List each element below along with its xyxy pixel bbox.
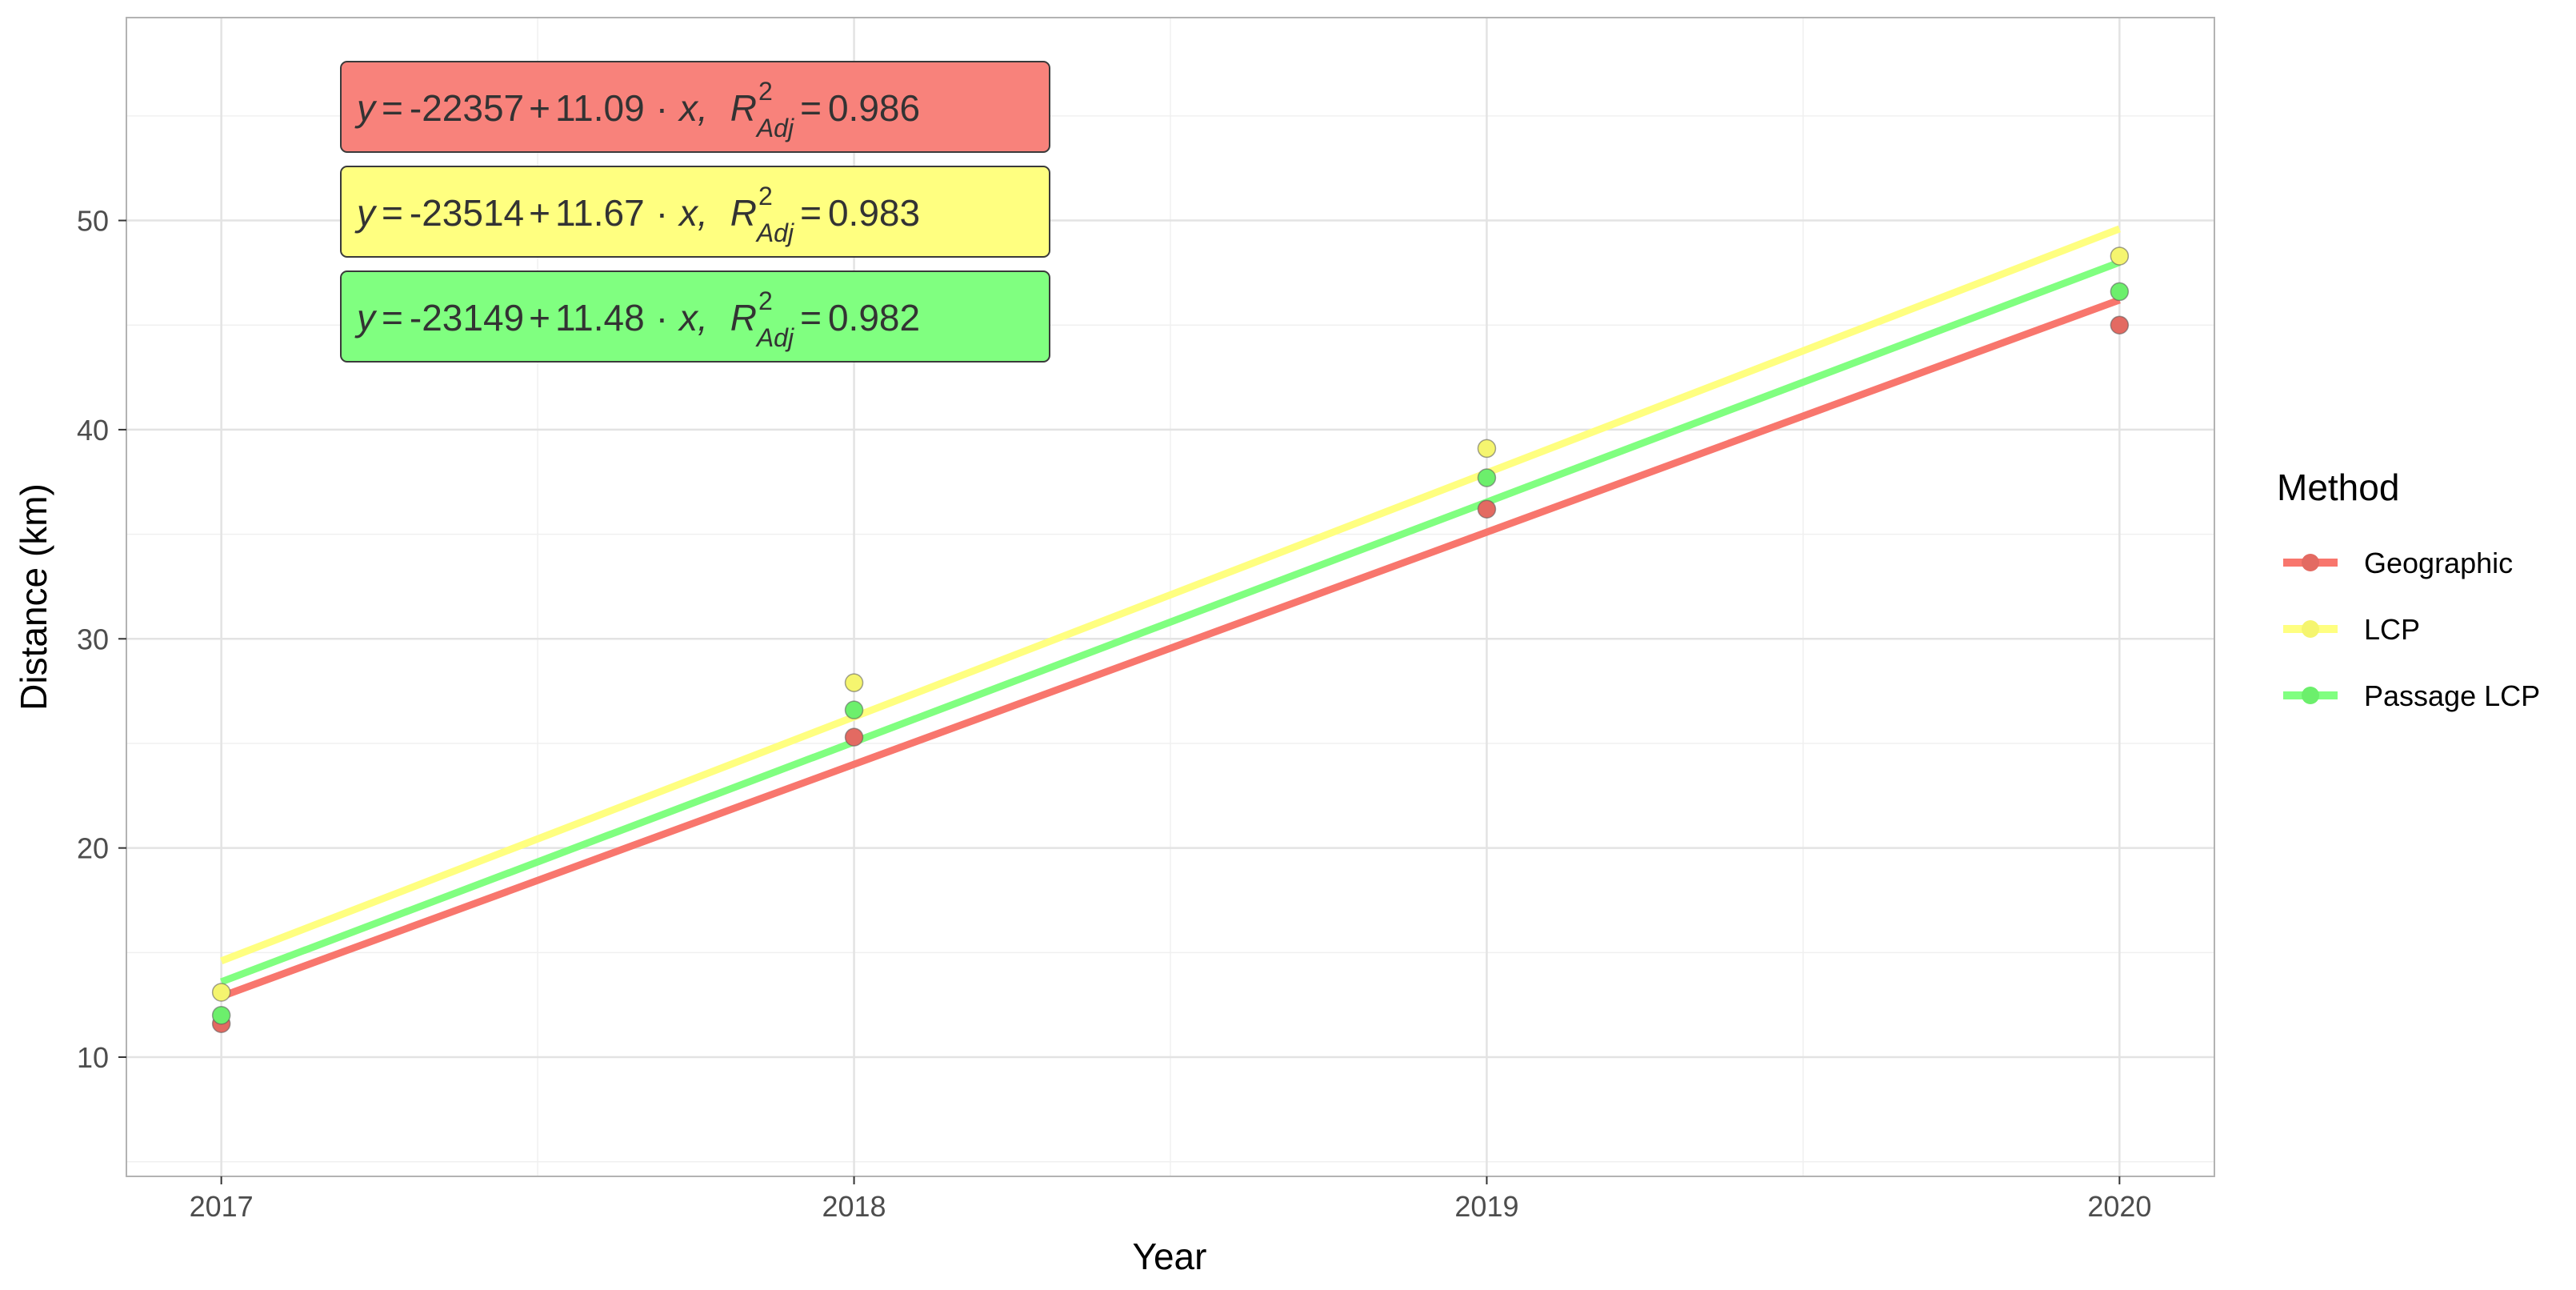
x-axis-title: Year [1133,1236,1207,1277]
legend-dot-geographic [2302,554,2319,571]
data-point-geographic [2110,315,2130,335]
equation-label-passage-lcp: y = -23149 +11.48 · x, R2 Adj = 0.982 [340,270,1050,363]
equation-box [340,270,1050,363]
data-point-passage-lcp [844,700,864,719]
data-point-passage-lcp [211,1005,231,1025]
y-tick-label: 20 [77,832,109,865]
data-point-lcp [844,673,864,692]
y-tick-label: 50 [77,205,109,238]
equation-label-geographic: y = -22357 +11.09 · x, R2 Adj = 0.986 [340,61,1050,153]
equation-text: y = -23514 +11.67 · x, R2 Adj = 0.983 [354,182,920,247]
y-tick-label: 10 [77,1041,109,1074]
panel-border [126,17,2215,1177]
equation-text: y = -23149 +11.48 · x, R2 Adj = 0.982 [354,286,920,352]
data-point-lcp [211,983,231,1002]
data-point-passage-lcp [1477,468,1497,487]
fit-line-passage-lcp [220,258,2121,986]
x-tick-label: 2020 [2087,1190,2151,1223]
x-tick-label: 2019 [1454,1190,1518,1223]
y-axis-title: Distance (km) [13,483,54,711]
data-point-passage-lcp [2110,282,2130,302]
axis-ticks: 2017 2018 2019 2020 10 20 30 40 50 [77,205,2151,1223]
equation-labels: y = -22357 +11.09 · x, R2 Adj = 0.986 y = -23514 +11.… [340,61,1050,363]
legend-label-geographic: Geographic [2364,547,2513,579]
equation-box [340,166,1050,258]
data-point-lcp [2110,246,2130,266]
data-point-geographic [844,727,864,747]
equation-text: y = -22357 +11.09 · x, R2 Adj = 0.986 [354,77,920,142]
legend-title: Method [2277,467,2399,508]
legend-dot-lcp [2302,620,2319,638]
legend-label-passage-lcp: Passage LCP [2364,679,2540,712]
legend-item-lcp: LCP [2283,613,2420,646]
x-tick-label: 2018 [822,1190,886,1223]
data-point-lcp [1477,439,1497,459]
y-tick-label: 30 [77,623,109,655]
fit-line-geographic [220,296,2121,1000]
legend-item-geographic: Geographic [2283,547,2513,579]
legend: Method Geographic LCP Passage LCP [2277,467,2540,712]
legend-item-passage-lcp: Passage LCP [2283,679,2540,712]
data-points [211,246,2130,1033]
fit-line-lcp [220,225,2121,964]
y-tick-label: 40 [77,414,109,447]
equation-box [340,61,1050,153]
legend-label-lcp: LCP [2364,613,2420,646]
x-tick-label: 2017 [190,1190,254,1223]
data-point-geographic [1477,499,1497,519]
equation-label-lcp: y = -23514 +11.67 · x, R2 Adj = 0.983 [340,166,1050,258]
fit-lines [220,225,2121,1000]
legend-dot-passage-lcp [2302,687,2319,704]
